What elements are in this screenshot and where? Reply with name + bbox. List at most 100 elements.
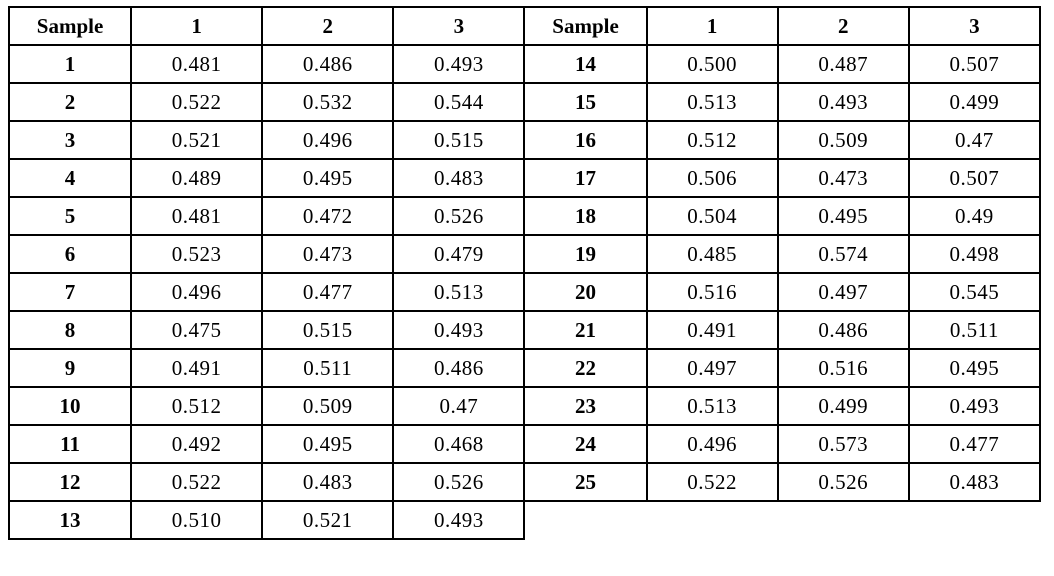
reading-column-header: 3: [907, 6, 1042, 46]
sample-number-cell: 14: [523, 44, 648, 84]
measurement-value-cell: 0.515: [392, 120, 526, 160]
measurement-value-cell: 0.498: [907, 234, 1042, 274]
measurement-value-cell: 0.473: [776, 158, 910, 198]
sample-number-cell: 17: [523, 158, 648, 198]
sample-column-header: Sample: [523, 6, 648, 46]
measurement-value-cell: 0.491: [645, 310, 779, 350]
measurement-value-cell: 0.493: [392, 44, 526, 84]
sample-number-cell: 24: [523, 424, 648, 464]
measurement-value-cell: 0.507: [907, 44, 1042, 84]
measurement-value-cell: 0.526: [392, 462, 526, 502]
measurement-value-cell: 0.512: [130, 386, 264, 426]
sample-number-cell: 19: [523, 234, 648, 274]
measurement-value-cell: 0.49: [907, 196, 1042, 236]
measurement-table: Sample 1 2 3 Sample 1 2 3 1 0.481 0.486 0.493 14 0.5…: [7, 6, 1042, 540]
sample-number-cell: 2: [7, 82, 133, 122]
sample-number-cell: 15: [523, 82, 648, 122]
sample-number-cell: 16: [523, 120, 648, 160]
table-row: 12 0.522 0.483 0.526 25 0.522 0.526 0.483: [7, 462, 1042, 502]
measurement-value-cell: 0.545: [907, 272, 1042, 312]
measurement-value-cell: 0.500: [645, 44, 779, 84]
measurement-value-cell: 0.522: [645, 462, 779, 502]
measurement-value-cell: 0.496: [645, 424, 779, 464]
measurement-value-cell: 0.479: [392, 234, 526, 274]
measurement-value-cell: 0.512: [645, 120, 779, 160]
document-page: Sample 1 2 3 Sample 1 2 3 1 0.481 0.486 0.493 14 0.5…: [7, 6, 1042, 540]
measurement-value-cell: 0.493: [392, 310, 526, 350]
measurement-value-cell: 0.487: [776, 44, 910, 84]
measurement-value-cell: 0.496: [261, 120, 395, 160]
measurement-value-cell: 0.513: [645, 386, 779, 426]
measurement-value-cell: 0.521: [261, 500, 395, 540]
empty-cell: [909, 501, 1040, 539]
measurement-value-cell: 0.523: [130, 234, 264, 274]
measurement-value-cell: 0.495: [907, 348, 1042, 388]
reading-column-header: 3: [392, 6, 526, 46]
measurement-value-cell: 0.496: [130, 272, 264, 312]
sample-number-cell: 4: [7, 158, 133, 198]
measurement-value-cell: 0.499: [776, 386, 910, 426]
measurement-value-cell: 0.485: [645, 234, 779, 274]
measurement-value-cell: 0.493: [907, 386, 1042, 426]
measurement-value-cell: 0.47: [392, 386, 526, 426]
measurement-value-cell: 0.573: [776, 424, 910, 464]
measurement-value-cell: 0.477: [907, 424, 1042, 464]
measurement-value-cell: 0.507: [907, 158, 1042, 198]
table-row: 2 0.522 0.532 0.544 15 0.513 0.493 0.499: [7, 82, 1042, 122]
sample-number-cell: 20: [523, 272, 648, 312]
measurement-value-cell: 0.532: [261, 82, 395, 122]
measurement-value-cell: 0.493: [776, 82, 910, 122]
measurement-value-cell: 0.493: [392, 500, 526, 540]
measurement-value-cell: 0.468: [392, 424, 526, 464]
measurement-value-cell: 0.511: [261, 348, 395, 388]
table-row: 3 0.521 0.496 0.515 16 0.512 0.509 0.47: [7, 120, 1042, 160]
sample-number-cell: 7: [7, 272, 133, 312]
sample-number-cell: 5: [7, 196, 133, 236]
measurement-value-cell: 0.486: [392, 348, 526, 388]
sample-number-cell: 8: [7, 310, 133, 350]
measurement-value-cell: 0.516: [776, 348, 910, 388]
measurement-value-cell: 0.522: [130, 82, 264, 122]
measurement-value-cell: 0.483: [261, 462, 395, 502]
sample-number-cell: 6: [7, 234, 133, 274]
table-row: 9 0.491 0.511 0.486 22 0.497 0.516 0.495: [7, 348, 1042, 388]
sample-number-cell: 22: [523, 348, 648, 388]
measurement-value-cell: 0.491: [130, 348, 264, 388]
measurement-value-cell: 0.495: [261, 158, 395, 198]
measurement-value-cell: 0.499: [907, 82, 1042, 122]
measurement-value-cell: 0.515: [261, 310, 395, 350]
sample-number-cell: 21: [523, 310, 648, 350]
measurement-value-cell: 0.510: [130, 500, 264, 540]
table-row: 10 0.512 0.509 0.47 23 0.513 0.499 0.493: [7, 386, 1042, 426]
measurement-value-cell: 0.495: [776, 196, 910, 236]
measurement-value-cell: 0.513: [392, 272, 526, 312]
empty-cell: [647, 501, 778, 539]
measurement-value-cell: 0.521: [130, 120, 264, 160]
measurement-value-cell: 0.497: [776, 272, 910, 312]
measurement-value-cell: 0.506: [645, 158, 779, 198]
measurement-value-cell: 0.483: [392, 158, 526, 198]
measurement-value-cell: 0.486: [776, 310, 910, 350]
measurement-value-cell: 0.522: [130, 462, 264, 502]
measurement-value-cell: 0.481: [130, 196, 264, 236]
measurement-value-cell: 0.489: [130, 158, 264, 198]
sample-number-cell: 13: [7, 500, 133, 540]
measurement-value-cell: 0.526: [776, 462, 910, 502]
table-row: 4 0.489 0.495 0.483 17 0.506 0.473 0.507: [7, 158, 1042, 198]
measurement-value-cell: 0.486: [261, 44, 395, 84]
sample-number-cell: 12: [7, 462, 133, 502]
sample-number-cell: 23: [523, 386, 648, 426]
table-body: 1 0.481 0.486 0.493 14 0.500 0.487 0.507 2 0.522 0…: [7, 44, 1042, 540]
sample-number-cell: 18: [523, 196, 648, 236]
measurement-value-cell: 0.497: [645, 348, 779, 388]
table-row: 8 0.475 0.515 0.493 21 0.491 0.486 0.511: [7, 310, 1042, 350]
measurement-value-cell: 0.472: [261, 196, 395, 236]
empty-cell: [524, 501, 646, 539]
table-row: 11 0.492 0.495 0.468 24 0.496 0.573 0.477: [7, 424, 1042, 464]
table-row: 6 0.523 0.473 0.479 19 0.485 0.574 0.498: [7, 234, 1042, 274]
sample-number-cell: 11: [7, 424, 133, 464]
measurement-value-cell: 0.495: [261, 424, 395, 464]
measurement-value-cell: 0.47: [907, 120, 1042, 160]
measurement-value-cell: 0.477: [261, 272, 395, 312]
reading-column-header: 2: [261, 6, 395, 46]
